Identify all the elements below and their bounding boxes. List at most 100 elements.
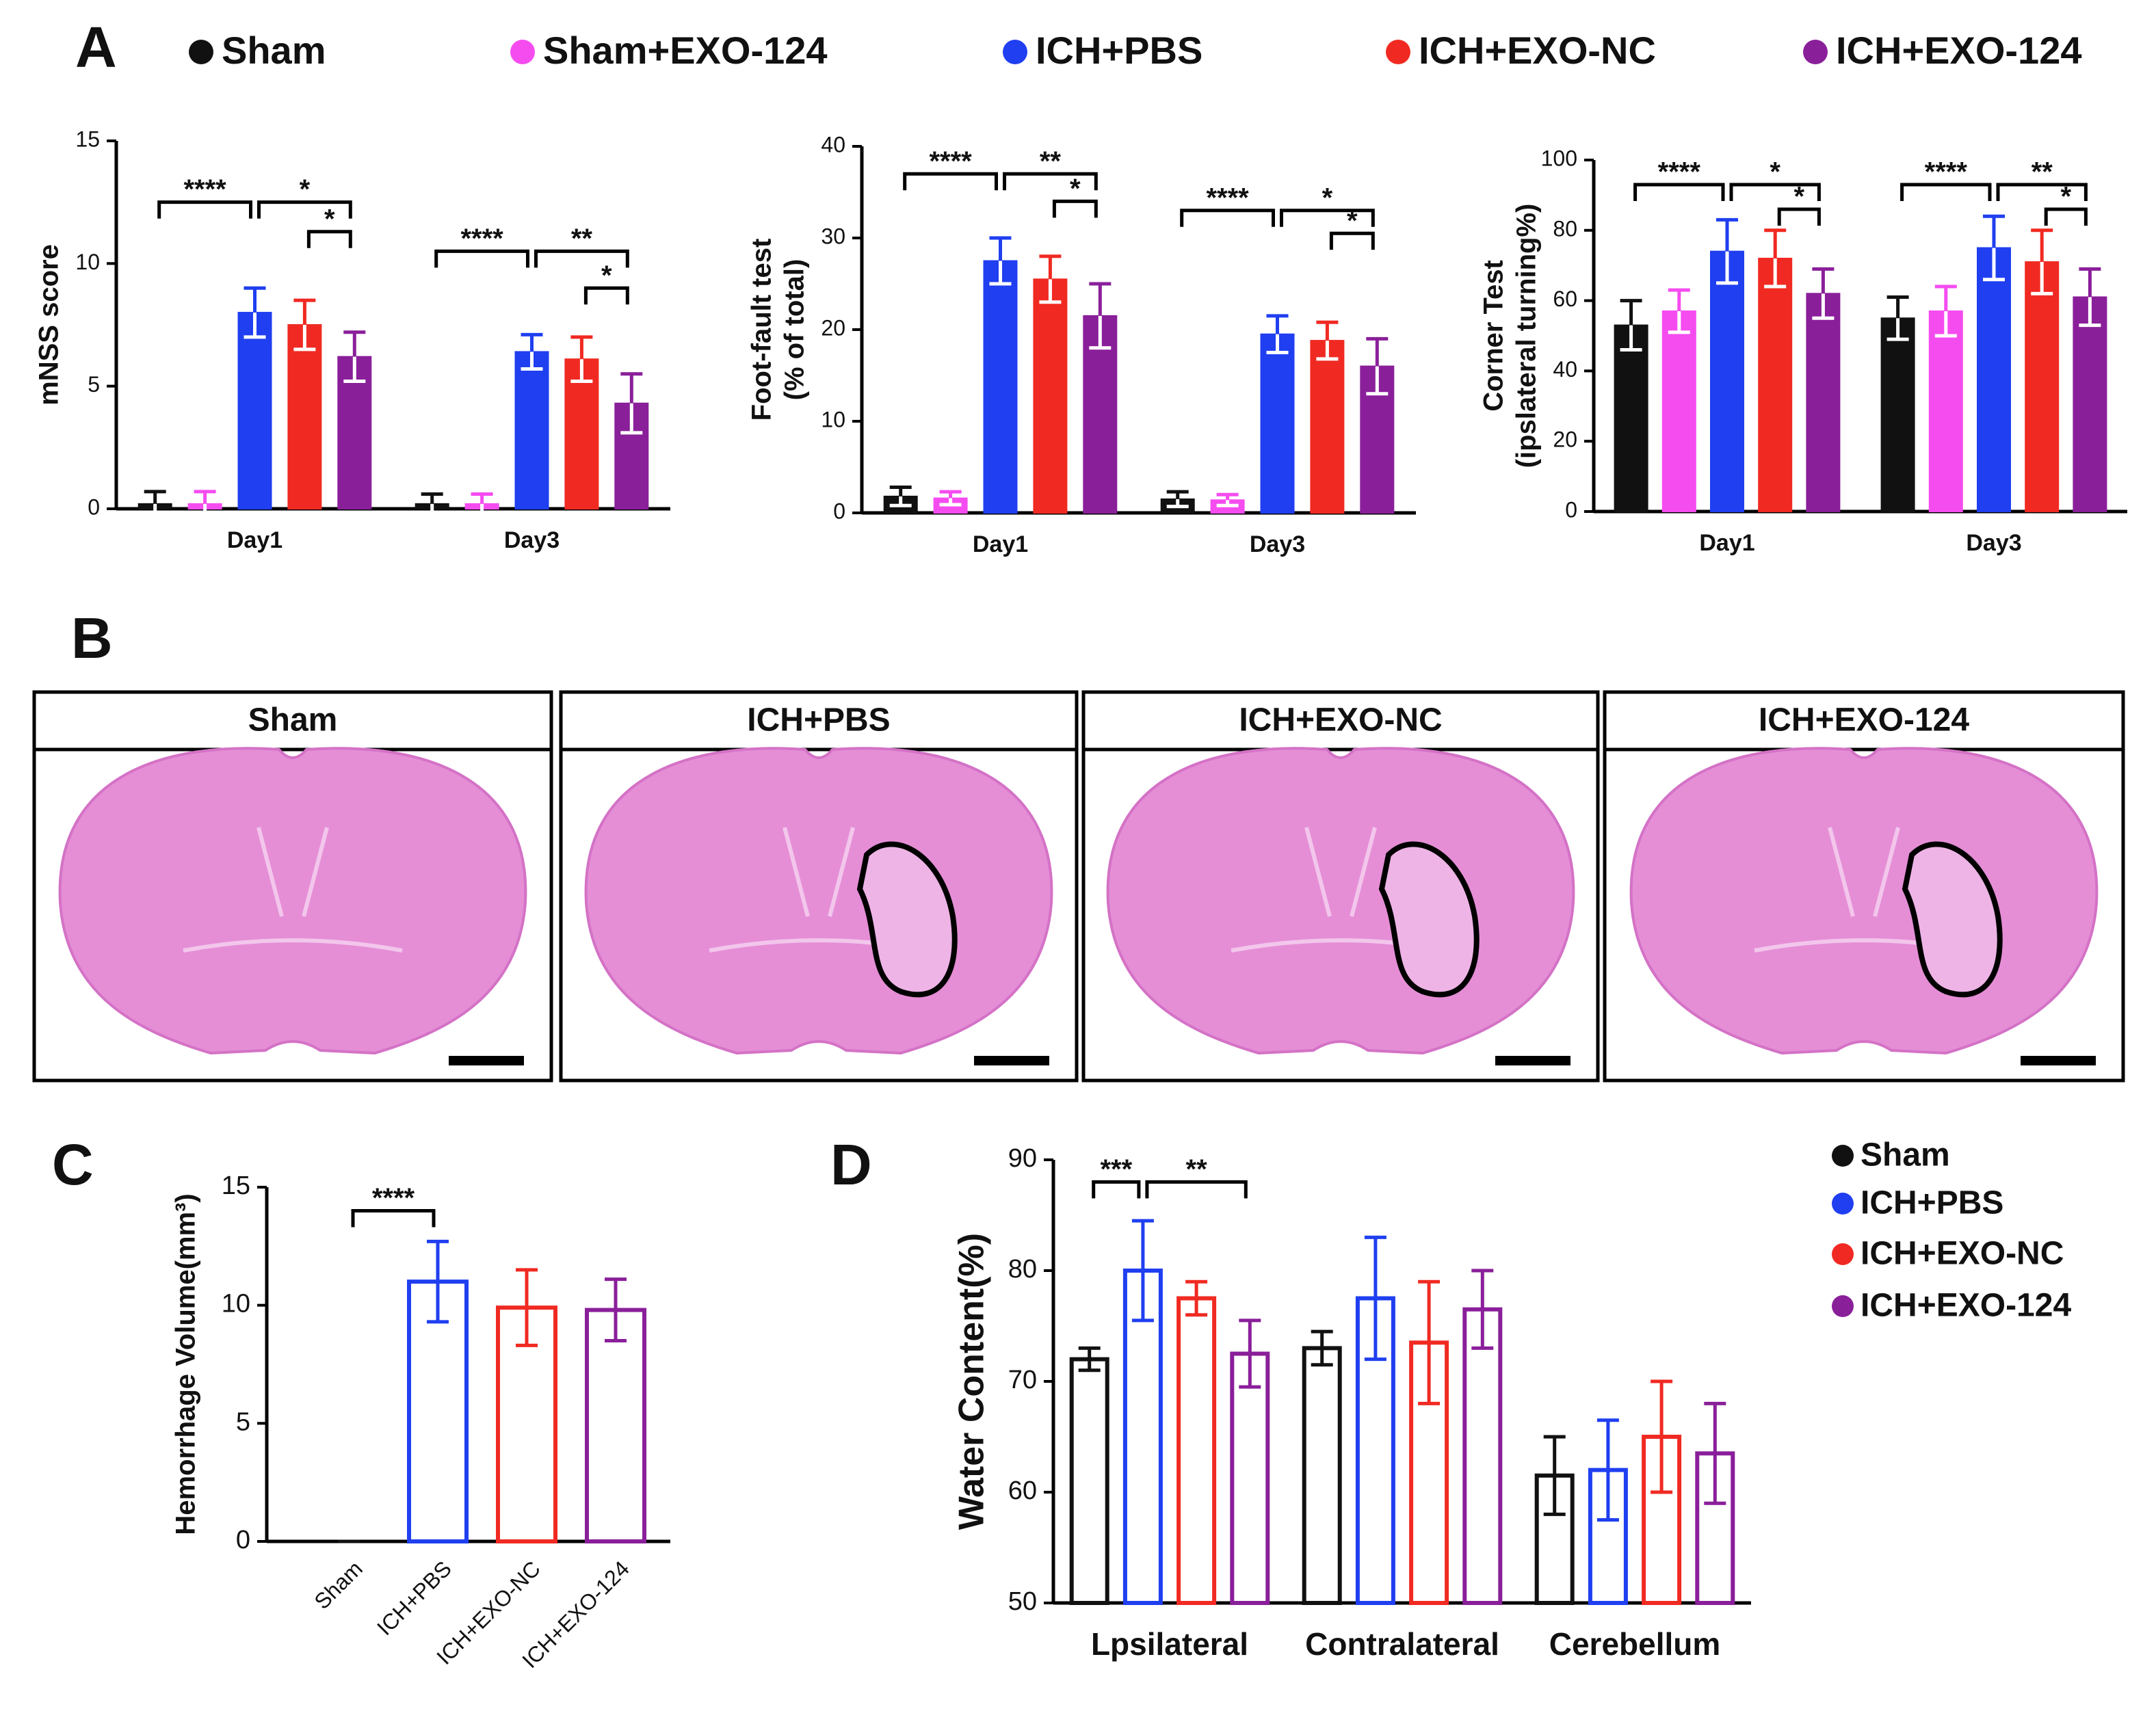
y-tick-label: 5 xyxy=(236,1407,250,1436)
x-tick-label: Day1 xyxy=(227,527,282,553)
legend-label: ICH+PBS xyxy=(1036,29,1202,72)
significance-bracket xyxy=(1633,183,1725,201)
legend-label: ICH+EXO-NC xyxy=(1419,29,1656,72)
significance-bracket xyxy=(1052,199,1098,218)
legend-swatch xyxy=(189,40,213,64)
significance-label: **** xyxy=(183,174,226,204)
significance-bracket xyxy=(1996,183,2088,201)
error-bar xyxy=(1266,314,1289,354)
bar xyxy=(1302,1346,1342,1606)
y-tick-label: 0 xyxy=(88,494,100,519)
y-tick-label: 70 xyxy=(1008,1366,1037,1394)
bar xyxy=(564,358,599,509)
significance-label: * xyxy=(1347,206,1358,236)
panel-title-box xyxy=(32,690,553,752)
error-bar xyxy=(521,332,543,371)
bar xyxy=(2025,261,2060,512)
brain-section xyxy=(1629,747,2099,1055)
bar xyxy=(1033,278,1068,514)
significance-bracket xyxy=(1003,172,1098,191)
scale-bar xyxy=(1495,1056,1570,1065)
y-tick-label: 60 xyxy=(1008,1476,1037,1505)
error-bar xyxy=(471,492,493,516)
error-bar xyxy=(889,485,912,507)
y-tick-label: 10 xyxy=(75,250,100,274)
significance-bracket xyxy=(1092,1180,1141,1199)
y-tick-label: 40 xyxy=(1553,357,1577,382)
bar xyxy=(585,1308,646,1544)
significance-label: ** xyxy=(1040,146,1062,176)
panel-label: A xyxy=(75,15,117,79)
error-bar xyxy=(144,490,166,518)
scale-bar xyxy=(449,1056,524,1065)
y-tick-label: 60 xyxy=(1553,287,1577,311)
y-tick-label: 15 xyxy=(75,127,100,151)
scale-bar xyxy=(2021,1056,2096,1065)
bar xyxy=(514,351,549,509)
panel-title: ICH+PBS xyxy=(747,702,890,739)
significance-bracket xyxy=(1729,183,1821,201)
y-axis-label: Water Content(%) xyxy=(952,1233,992,1530)
y-axis-label: mNSS score xyxy=(34,244,64,406)
error-bar xyxy=(620,372,643,435)
lesion-outline xyxy=(1902,841,2003,998)
significance-label: **** xyxy=(1658,157,1701,187)
error-bar xyxy=(1239,1318,1261,1389)
bar xyxy=(407,1279,469,1543)
lesion-outline xyxy=(1378,841,1480,998)
x-tick-label: Day3 xyxy=(1250,531,1305,557)
bar xyxy=(1806,293,1841,512)
error-bar xyxy=(1620,299,1642,352)
significance-label: * xyxy=(1770,157,1780,187)
error-bar xyxy=(2031,228,2053,295)
error-bar xyxy=(1543,1435,1566,1516)
significance-bracket xyxy=(1180,209,1275,227)
brain-section xyxy=(1106,747,1575,1055)
error-bar xyxy=(1089,282,1112,350)
significance-label: ** xyxy=(571,224,593,254)
error-bar xyxy=(1934,284,1957,338)
error-bar xyxy=(244,286,266,339)
legend-swatch xyxy=(1832,1243,1854,1265)
significance-label: * xyxy=(324,204,335,234)
y-tick-label: 40 xyxy=(821,132,845,157)
error-bar xyxy=(1418,1279,1441,1405)
y-tick-label: 0 xyxy=(236,1526,250,1554)
y-tick-label: 80 xyxy=(1553,216,1577,241)
error-bar xyxy=(605,1277,627,1342)
y-tick-label: 20 xyxy=(821,315,845,340)
bar xyxy=(1176,1296,1217,1605)
x-tick-label: Lpsilateral xyxy=(1091,1626,1248,1662)
legend-label: ICH+PBS xyxy=(1861,1185,2003,1221)
bar xyxy=(1661,310,1696,512)
error-bar xyxy=(1311,1329,1333,1367)
x-tick-label: Day1 xyxy=(973,531,1028,557)
legend-label: ICH+EXO-NC xyxy=(1861,1236,2064,1272)
y-tick-label: 90 xyxy=(1008,1144,1037,1173)
bar xyxy=(1977,247,2011,512)
significance-bracket xyxy=(306,230,352,248)
error-bar xyxy=(1596,1418,1619,1522)
significance-label: **** xyxy=(460,224,503,254)
significance-bracket xyxy=(1777,207,1821,226)
x-tick-label: Day1 xyxy=(1699,530,1754,556)
significance-bracket xyxy=(434,249,529,268)
significance-label: **** xyxy=(1925,157,1968,187)
error-bar xyxy=(570,335,593,383)
y-tick-label: 100 xyxy=(1541,146,1577,170)
error-bar xyxy=(989,236,1012,286)
legend-swatch xyxy=(1386,40,1410,64)
bar xyxy=(287,324,322,509)
y-axis-label: Foot-fault test xyxy=(747,239,777,421)
legend-swatch xyxy=(1003,40,1027,64)
significance-label: *** xyxy=(1100,1154,1132,1184)
y-tick-label: 0 xyxy=(833,499,845,523)
panel-title-box xyxy=(1081,690,1600,752)
significance-bracket xyxy=(157,200,252,219)
significance-bracket xyxy=(583,286,629,305)
significance-label: **** xyxy=(372,1183,415,1213)
error-bar xyxy=(421,492,443,516)
significance-label: * xyxy=(601,261,612,291)
x-tick-label: Day3 xyxy=(1966,530,2021,556)
error-bar xyxy=(293,298,316,352)
